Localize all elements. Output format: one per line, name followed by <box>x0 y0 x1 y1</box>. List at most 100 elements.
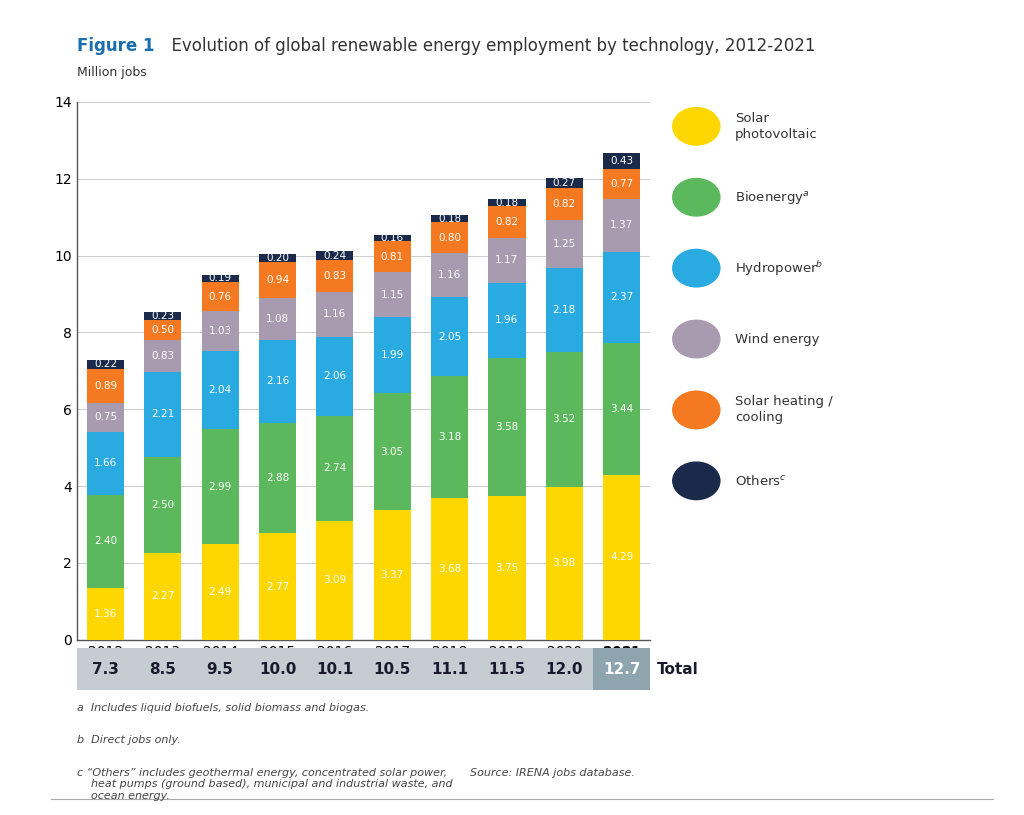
Text: 0.82: 0.82 <box>496 217 518 227</box>
Text: 0.18: 0.18 <box>496 198 518 208</box>
Text: Million jobs: Million jobs <box>77 66 146 79</box>
Text: 3.09: 3.09 <box>324 575 346 585</box>
Bar <box>374 393 411 510</box>
Text: 11.5: 11.5 <box>488 662 525 676</box>
Bar <box>202 275 239 282</box>
Text: 0.89: 0.89 <box>94 381 117 390</box>
Text: Wind energy: Wind energy <box>735 333 820 346</box>
Bar <box>603 199 640 252</box>
Text: 0.50: 0.50 <box>152 325 174 335</box>
Text: Figure 1: Figure 1 <box>77 37 155 55</box>
Text: 2.06: 2.06 <box>324 371 346 381</box>
Text: Source: IRENA jobs database.: Source: IRENA jobs database. <box>470 768 635 778</box>
Bar <box>431 377 468 499</box>
Text: Solar heating /
cooling: Solar heating / cooling <box>735 395 833 425</box>
Text: 1.36: 1.36 <box>94 609 117 619</box>
Bar <box>202 430 239 544</box>
Bar <box>87 360 124 368</box>
Bar <box>431 499 468 640</box>
Bar <box>87 403 124 431</box>
Text: 3.52: 3.52 <box>553 414 575 425</box>
Bar <box>316 260 353 292</box>
Bar <box>431 215 468 222</box>
Text: Evolution of global renewable energy employment by technology, 2012-2021: Evolution of global renewable energy emp… <box>161 37 815 55</box>
Bar <box>316 337 353 416</box>
Text: b  Direct jobs only.: b Direct jobs only. <box>77 735 180 745</box>
Text: 0.83: 0.83 <box>324 271 346 281</box>
Bar <box>202 544 239 640</box>
Bar <box>316 521 353 640</box>
Text: 1.96: 1.96 <box>496 315 518 325</box>
Bar <box>431 297 468 377</box>
Bar <box>259 423 296 533</box>
Text: 1.08: 1.08 <box>266 314 289 324</box>
Text: 10.0: 10.0 <box>259 662 296 676</box>
Text: 3.75: 3.75 <box>496 562 518 573</box>
Bar <box>259 533 296 640</box>
Text: 1.66: 1.66 <box>94 458 117 469</box>
Bar <box>259 298 296 340</box>
Text: 3.44: 3.44 <box>610 404 633 414</box>
Bar <box>603 170 640 199</box>
Text: 1.37: 1.37 <box>610 220 633 231</box>
Text: 0.16: 0.16 <box>381 233 403 243</box>
Bar <box>144 340 181 372</box>
Bar <box>134 648 191 690</box>
Bar <box>536 648 593 690</box>
Text: 0.76: 0.76 <box>209 292 231 302</box>
Text: 2.05: 2.05 <box>438 332 461 341</box>
Bar <box>603 153 640 170</box>
Text: Bioenergy$^{a}$: Bioenergy$^{a}$ <box>735 189 810 205</box>
Text: 0.75: 0.75 <box>94 412 117 422</box>
Bar <box>202 350 239 430</box>
Text: 12.0: 12.0 <box>546 662 583 676</box>
Bar <box>306 648 364 690</box>
Bar <box>488 496 525 640</box>
Text: 0.19: 0.19 <box>209 273 231 284</box>
Text: 8.5: 8.5 <box>150 662 176 676</box>
Bar <box>87 588 124 640</box>
Bar <box>431 222 468 253</box>
Text: 0.82: 0.82 <box>553 199 575 209</box>
Bar <box>87 431 124 496</box>
Bar <box>316 251 353 260</box>
Text: 1.25: 1.25 <box>553 239 575 249</box>
Bar <box>144 456 181 553</box>
Text: 0.20: 0.20 <box>266 253 289 263</box>
Bar <box>546 268 583 351</box>
Text: 2.40: 2.40 <box>94 536 117 546</box>
Bar <box>144 553 181 640</box>
Text: Hydropower$^{b}$: Hydropower$^{b}$ <box>735 258 823 278</box>
Text: 2.74: 2.74 <box>324 464 346 474</box>
Bar <box>374 317 411 393</box>
Bar <box>374 241 411 272</box>
Text: 2.49: 2.49 <box>209 587 231 597</box>
Text: 0.94: 0.94 <box>266 275 289 285</box>
Bar <box>603 343 640 475</box>
Text: 0.43: 0.43 <box>610 156 633 166</box>
Text: 0.18: 0.18 <box>438 214 461 223</box>
Bar <box>488 283 525 358</box>
Text: 2.37: 2.37 <box>610 293 633 302</box>
Bar <box>87 368 124 403</box>
Bar <box>488 238 525 283</box>
Bar <box>478 648 536 690</box>
Text: 1.15: 1.15 <box>381 289 403 300</box>
Text: 4.29: 4.29 <box>610 553 633 562</box>
Text: 2.21: 2.21 <box>152 409 174 419</box>
Text: 3.68: 3.68 <box>438 564 461 574</box>
Text: 2.77: 2.77 <box>266 582 289 592</box>
Text: 1.16: 1.16 <box>438 270 461 280</box>
Text: 0.83: 0.83 <box>152 350 174 361</box>
Bar <box>374 510 411 640</box>
Text: 10.5: 10.5 <box>374 662 411 676</box>
Bar <box>87 496 124 588</box>
Bar <box>144 372 181 456</box>
Text: 11.1: 11.1 <box>431 662 468 676</box>
Text: 0.81: 0.81 <box>381 252 403 262</box>
Bar <box>364 648 421 690</box>
Text: 1.99: 1.99 <box>381 350 403 360</box>
Text: 1.03: 1.03 <box>209 326 231 336</box>
Bar <box>144 311 181 320</box>
Bar <box>259 254 296 262</box>
